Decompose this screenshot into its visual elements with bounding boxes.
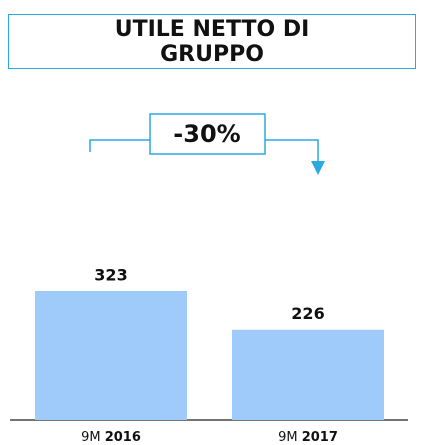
data-label: 323 <box>94 266 127 285</box>
title-box: UTILE NETTO DI GRUPPO <box>8 14 416 69</box>
annotation-box <box>149 113 266 155</box>
arrow-head <box>311 161 325 175</box>
data-label: 226 <box>291 304 324 323</box>
chart-title: UTILE NETTO DI GRUPPO <box>114 16 310 67</box>
arrow-line <box>265 139 319 162</box>
x-tick-label: 9M 2016 <box>81 430 141 445</box>
x-tick-label: 9M 2017 <box>278 430 338 445</box>
arrow-line <box>89 139 150 152</box>
bar <box>35 291 187 420</box>
bar <box>232 329 384 420</box>
annotation: -30% <box>173 120 240 148</box>
